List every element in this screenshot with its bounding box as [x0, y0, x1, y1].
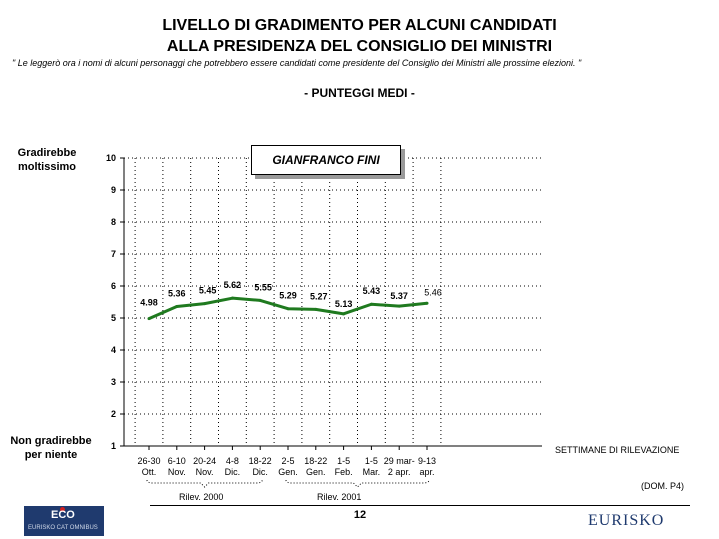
- data-point: [314, 307, 318, 311]
- data-value-label: 5.45: [199, 286, 217, 296]
- series-title-box: GIANFRANCO FINI: [251, 145, 401, 175]
- logo-dot-icon: [60, 507, 65, 512]
- x-tick-label: apr.: [419, 467, 434, 477]
- y-tick-label: 3: [111, 377, 116, 387]
- data-value-label: 5.46: [424, 287, 442, 297]
- data-point: [230, 296, 234, 300]
- y-tick-label: 7: [111, 249, 116, 259]
- data-point: [203, 302, 207, 306]
- y-tick-label: 9: [111, 185, 116, 195]
- data-point: [397, 304, 401, 308]
- x-tick-label: Nov.: [168, 467, 186, 477]
- data-point: [425, 301, 429, 305]
- x-tick-label: 26-30: [137, 456, 160, 466]
- data-value-label: 4.98: [140, 298, 158, 308]
- eurisko-logo: EURISKO: [588, 512, 665, 529]
- y-tick-label: 5: [111, 313, 116, 323]
- x-tick-label: Dic.: [225, 467, 241, 477]
- chart-title-line1: LIVELLO DI GRADIMENTO PER ALCUNI CANDIDA…: [162, 17, 557, 34]
- data-value-label: 5.55: [254, 282, 272, 292]
- x-tick-label: Gen.: [278, 467, 298, 477]
- question-note: " Le leggerò ora i nomi di alcuni person…: [12, 58, 582, 68]
- x-tick-label: Feb.: [335, 467, 353, 477]
- x-tick-label: 9-13: [418, 456, 436, 466]
- data-point: [147, 317, 151, 321]
- period-brace: [146, 479, 263, 488]
- x-tick-label: 29 mar-: [384, 456, 415, 466]
- x-tick-label: 6-10: [168, 456, 186, 466]
- x-axis-title: SETTIMANE DI RILEVAZIONE: [555, 445, 680, 455]
- period-label-2000: Rilev. 2000: [179, 492, 224, 502]
- chart-subtitle: - PUNTEGGI MEDI -: [304, 86, 415, 100]
- data-value-label: 5.13: [335, 299, 353, 309]
- period-brace: [285, 479, 430, 488]
- y-tick-label: 2: [111, 409, 116, 419]
- data-point: [369, 302, 373, 306]
- eco-logo: ECO EURISKO CAT OMNIBUS: [24, 506, 104, 536]
- x-tick-label: 1-5: [337, 456, 350, 466]
- eco-logo-text: ECO: [51, 509, 75, 521]
- eco-logo-subtext: EURISKO CAT OMNIBUS: [28, 525, 98, 531]
- data-point: [342, 312, 346, 316]
- data-point: [286, 307, 290, 311]
- x-tick-label: 1-5: [365, 456, 378, 466]
- data-value-label: 5.27: [310, 291, 328, 301]
- x-tick-label: Mar.: [363, 467, 381, 477]
- x-tick-label: Nov.: [196, 467, 214, 477]
- y-axis-label-top: Gradirebbe moltissimo: [17, 147, 77, 173]
- source-note: (DOM. P4): [641, 481, 685, 491]
- data-value-label: 5.37: [390, 291, 408, 301]
- x-tick-label: Gen.: [306, 467, 326, 477]
- data-value-label: 5.43: [363, 286, 381, 296]
- y-tick-label: 1: [111, 441, 116, 451]
- y-tick-label: 4: [111, 345, 116, 355]
- chart-title-line2: ALLA PRESIDENZA DEL CONSIGLIO DEI MINIST…: [166, 38, 553, 55]
- data-point: [175, 304, 179, 308]
- x-tick-label: 18-22: [304, 456, 327, 466]
- x-tick-label: 20-24: [193, 456, 216, 466]
- data-value-label: 5.29: [279, 291, 297, 301]
- footer-divider: [150, 505, 690, 506]
- x-tick-label: Dic.: [252, 467, 268, 477]
- y-tick-label: 10: [106, 153, 116, 163]
- data-point: [258, 298, 262, 302]
- y-tick-label: 8: [111, 217, 116, 227]
- x-tick-label: 18-22: [249, 456, 272, 466]
- x-tick-label: 2 apr.: [388, 467, 411, 477]
- data-value-label: 5.62: [224, 280, 242, 290]
- x-tick-label: 4-8: [226, 456, 239, 466]
- x-tick-label: 2-5: [281, 456, 294, 466]
- page-number: 12: [353, 509, 367, 521]
- y-axis-label-bottom: Non gradirebbe per niente: [10, 435, 92, 461]
- data-value-label: 5.36: [168, 288, 186, 298]
- y-tick-label: 6: [111, 281, 116, 291]
- period-label-2001: Rilev. 2001: [317, 492, 362, 502]
- x-tick-label: Ott.: [142, 467, 157, 477]
